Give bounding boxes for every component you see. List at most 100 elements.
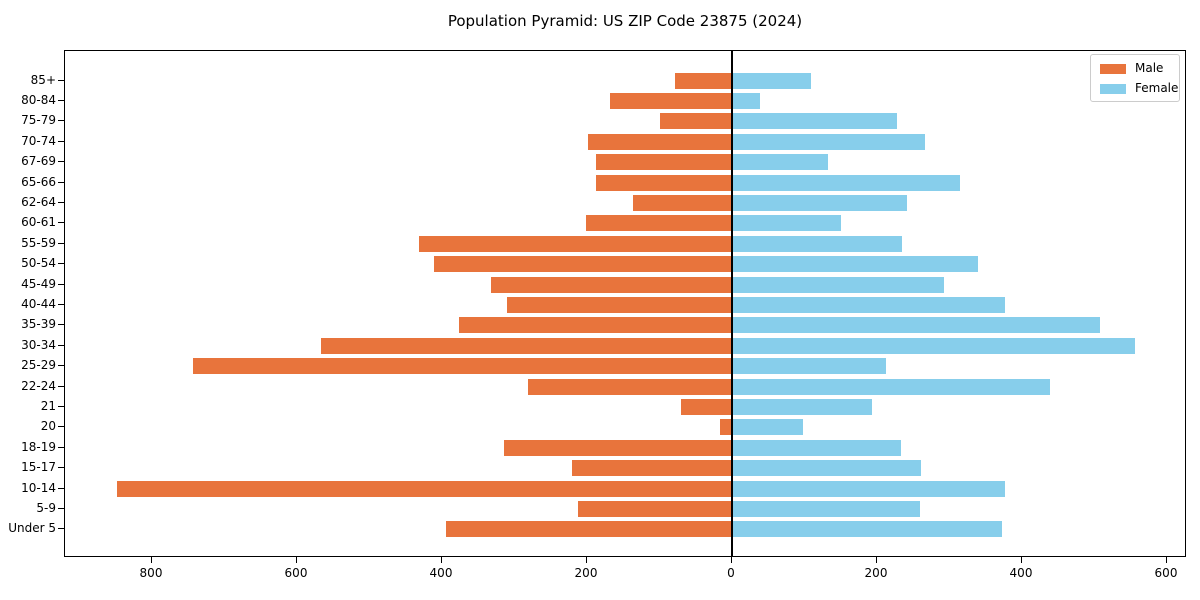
bar-female-20: [732, 419, 804, 436]
y-tick-label: 55-59: [21, 235, 56, 250]
legend-item-male: Male: [1091, 59, 1179, 79]
y-tick-mark: [58, 446, 64, 448]
bar-male-50-54: [434, 256, 732, 273]
bar-female-80-84: [732, 92, 761, 109]
y-tick-mark: [58, 201, 64, 203]
y-tick-mark: [58, 324, 64, 326]
bar-female-22-24: [732, 378, 1050, 395]
x-tick-mark: [441, 557, 442, 563]
y-tick-label: 10-14: [21, 480, 56, 495]
bar-female-Under 5: [732, 521, 1002, 538]
bar-male-35-39: [459, 317, 732, 334]
bar-female-85+: [732, 72, 812, 89]
x-tick-mark: [876, 557, 877, 563]
bar-male-67-69: [596, 154, 732, 171]
bar-female-35-39: [732, 317, 1100, 334]
y-tick-label: 30-34: [21, 337, 56, 352]
bar-female-30-34: [732, 337, 1136, 354]
y-tick-mark: [58, 222, 64, 224]
y-tick-label: 50-54: [21, 256, 56, 271]
bar-male-75-79: [659, 113, 732, 130]
legend-swatch-male: [1100, 64, 1126, 74]
y-tick-label: 20: [40, 419, 56, 434]
bar-male-25-29: [193, 358, 732, 375]
y-tick-mark: [58, 79, 64, 81]
bar-male-Under 5: [446, 521, 732, 538]
x-tick-mark: [151, 557, 152, 563]
y-tick-mark: [58, 487, 64, 489]
bar-male-18-19: [503, 439, 732, 456]
y-tick-label: Under 5: [8, 521, 56, 536]
y-tick-mark: [58, 140, 64, 142]
bar-female-45-49: [732, 276, 944, 293]
bar-female-50-54: [732, 256, 978, 273]
bar-female-67-69: [732, 154, 828, 171]
y-tick-mark: [58, 99, 64, 101]
x-tick-label: 200: [574, 566, 598, 580]
y-tick-label: 60-61: [21, 215, 56, 230]
y-tick-label: 25-29: [21, 358, 56, 373]
bar-male-62-64: [633, 194, 732, 211]
bar-male-15-17: [571, 460, 732, 477]
bar-female-65-66: [732, 174, 961, 191]
x-tick-mark: [586, 557, 587, 563]
y-tick-mark: [58, 405, 64, 407]
bar-male-30-34: [320, 337, 732, 354]
y-tick-mark: [58, 344, 64, 346]
y-tick-label: 70-74: [21, 133, 56, 148]
bar-male-10-14: [117, 480, 732, 497]
x-tick-label: 0: [727, 566, 735, 580]
bar-female-40-44: [732, 296, 1005, 313]
y-tick-label: 75-79: [21, 113, 56, 128]
plot-area: [64, 50, 1186, 557]
bar-female-5-9: [732, 500, 920, 517]
bar-male-5-9: [578, 500, 732, 517]
y-tick-label: 40-44: [21, 296, 56, 311]
bar-male-20: [720, 419, 732, 436]
x-tick-label: 400: [429, 566, 453, 580]
y-tick-mark: [58, 263, 64, 265]
y-tick-label: 80-84: [21, 92, 56, 107]
bar-female-18-19: [732, 439, 901, 456]
legend-swatch-female: [1100, 84, 1126, 94]
bar-female-10-14: [732, 480, 1005, 497]
x-tick-mark: [731, 557, 732, 563]
x-tick-label: 600: [284, 566, 308, 580]
bar-female-55-59: [732, 235, 903, 252]
legend: Male Female: [1090, 54, 1180, 102]
bar-male-65-66: [595, 174, 732, 191]
y-tick-mark: [58, 181, 64, 183]
y-tick-label: 5-9: [36, 500, 56, 515]
x-tick-label: 600: [1154, 566, 1178, 580]
zero-axis-line: [731, 51, 733, 556]
y-tick-mark: [58, 385, 64, 387]
bar-male-55-59: [418, 235, 732, 252]
bar-male-60-61: [585, 215, 732, 232]
bar-male-80-84: [610, 92, 732, 109]
bar-female-25-29: [732, 358, 887, 375]
y-tick-mark: [58, 242, 64, 244]
bar-male-40-44: [506, 296, 732, 313]
bar-female-21: [732, 398, 872, 415]
bar-female-15-17: [732, 460, 921, 477]
y-tick-mark: [58, 528, 64, 530]
y-tick-label: 21: [40, 398, 56, 413]
y-tick-mark: [58, 507, 64, 509]
x-tick-mark: [1166, 557, 1167, 563]
bar-female-60-61: [732, 215, 841, 232]
y-tick-label: 45-49: [21, 276, 56, 291]
legend-label-female: Female: [1135, 81, 1179, 95]
bar-male-85+: [675, 72, 732, 89]
x-tick-label: 800: [139, 566, 163, 580]
x-tick-label: 400: [1009, 566, 1033, 580]
x-tick-mark: [1021, 557, 1022, 563]
y-tick-mark: [58, 120, 64, 122]
x-tick-mark: [296, 557, 297, 563]
bar-female-70-74: [732, 133, 925, 150]
bars-layer: [65, 51, 1185, 556]
y-tick-mark: [58, 426, 64, 428]
bar-male-70-74: [588, 133, 732, 150]
y-tick-mark: [58, 303, 64, 305]
legend-label-male: Male: [1135, 61, 1164, 75]
